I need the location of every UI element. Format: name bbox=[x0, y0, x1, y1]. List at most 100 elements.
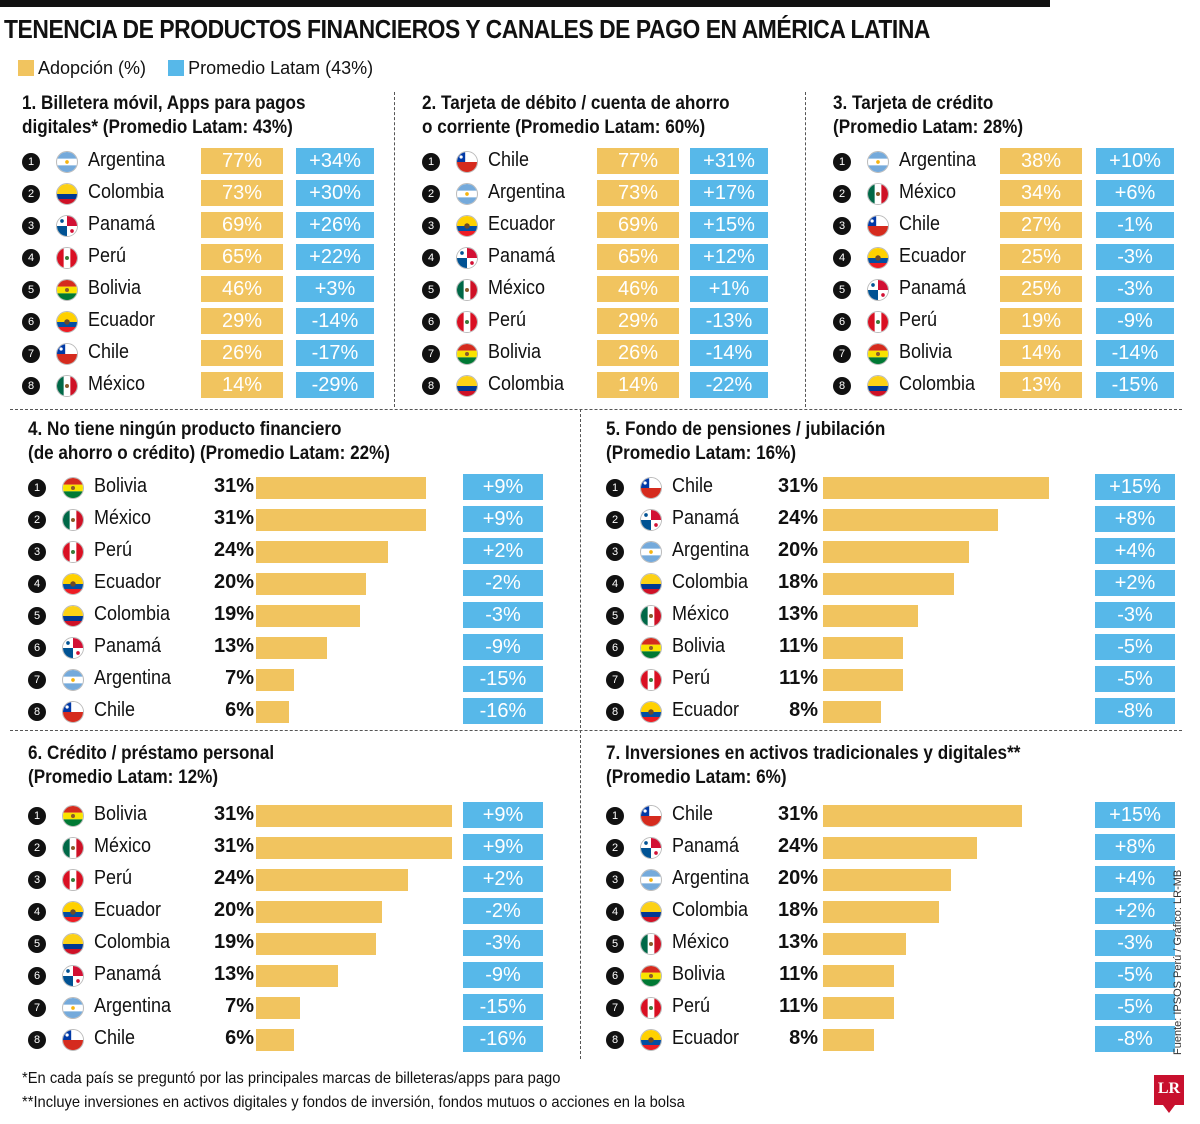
diff-vs-average: -3% bbox=[1095, 602, 1175, 628]
diff-vs-average: +2% bbox=[463, 538, 543, 564]
bar bbox=[256, 573, 366, 595]
table-row: 7 Argentina 7% -15% bbox=[28, 666, 588, 692]
country-name: Bolivia bbox=[94, 803, 148, 825]
bar bbox=[256, 509, 426, 531]
rank-badge: 3 bbox=[28, 871, 46, 889]
diff-vs-average: -17% bbox=[296, 340, 374, 366]
adoption-value: 29% bbox=[597, 308, 679, 334]
chile-flag bbox=[867, 215, 889, 237]
diff-vs-average: +26% bbox=[296, 212, 374, 238]
country-name: Colombia bbox=[488, 373, 565, 395]
bar-value-label: 6% bbox=[225, 699, 254, 721]
country-name: Ecuador bbox=[88, 309, 156, 331]
panama-flag bbox=[640, 509, 662, 531]
bar-value-label: 31% bbox=[213, 475, 254, 497]
bolivia-flag bbox=[56, 279, 78, 301]
argentina-flag bbox=[456, 183, 478, 205]
diff-vs-average: +4% bbox=[1095, 538, 1175, 564]
bolivia-flag bbox=[640, 965, 662, 987]
panel-title-line: 5. Fondo de pensiones / jubilación bbox=[606, 419, 886, 440]
argentina-flag bbox=[640, 541, 662, 563]
peru-flag bbox=[456, 311, 478, 333]
mexico-flag bbox=[640, 933, 662, 955]
rank-badge: 6 bbox=[606, 639, 624, 657]
rank-badge: 5 bbox=[606, 607, 624, 625]
footnote-1: *En cada país se preguntó por las princi… bbox=[22, 1070, 561, 1087]
bar-value-label: 31% bbox=[777, 475, 818, 497]
divider-h-2 bbox=[10, 730, 1182, 731]
table-row: 2 Colombia 73% +30% bbox=[22, 180, 582, 206]
diff-vs-average: +9% bbox=[463, 474, 543, 500]
rank-badge: 2 bbox=[833, 185, 851, 203]
panel-6-title: 6. Crédito / préstamo personal (Promedio … bbox=[28, 742, 274, 790]
panama-flag bbox=[640, 837, 662, 859]
ecuador-flag bbox=[456, 215, 478, 237]
bar bbox=[256, 805, 452, 827]
diff-vs-average: +2% bbox=[463, 866, 543, 892]
rank-badge: 1 bbox=[833, 153, 851, 171]
country-name: Perú bbox=[672, 667, 711, 689]
country-name: Chile bbox=[94, 1027, 136, 1049]
panel-3-title: 3. Tarjeta de crédito (Promedio Latam: 28… bbox=[833, 92, 1023, 140]
peru-flag bbox=[62, 541, 84, 563]
adoption-value: 65% bbox=[597, 244, 679, 270]
mexico-flag bbox=[456, 279, 478, 301]
country-name: Argentina bbox=[94, 995, 172, 1017]
mexico-flag bbox=[867, 183, 889, 205]
table-row: 6 Bolivia 11% -5% bbox=[606, 634, 1175, 660]
argentina-flag bbox=[867, 151, 889, 173]
rank-badge: 7 bbox=[422, 345, 440, 363]
table-row: 7 Argentina 7% -15% bbox=[28, 994, 588, 1020]
panama-flag bbox=[867, 279, 889, 301]
bar bbox=[823, 997, 894, 1019]
table-row: 6 Panamá 13% -9% bbox=[28, 962, 588, 988]
rank-badge: 7 bbox=[833, 345, 851, 363]
rank-badge: 4 bbox=[833, 249, 851, 267]
rank-badge: 4 bbox=[28, 575, 46, 593]
rank-badge: 5 bbox=[28, 935, 46, 953]
table-row: 3 Chile 27% -1% bbox=[833, 212, 1200, 238]
diff-vs-average: +30% bbox=[296, 180, 374, 206]
rank-badge: 4 bbox=[606, 575, 624, 593]
bar bbox=[823, 573, 954, 595]
table-row: 1 Argentina 38% +10% bbox=[833, 148, 1200, 174]
country-name: México bbox=[88, 373, 146, 395]
country-name: México bbox=[94, 835, 152, 857]
diff-vs-average: -29% bbox=[296, 372, 374, 398]
country-name: Ecuador bbox=[672, 699, 740, 721]
diff-vs-average: -2% bbox=[463, 570, 543, 596]
diff-vs-average: +34% bbox=[296, 148, 374, 174]
country-name: Perú bbox=[488, 309, 527, 331]
table-row: 5 Panamá 25% -3% bbox=[833, 276, 1200, 302]
rank-badge: 8 bbox=[606, 1031, 624, 1049]
diff-vs-average: +6% bbox=[1096, 180, 1174, 206]
adoption-value: 26% bbox=[597, 340, 679, 366]
table-row: 2 México 31% +9% bbox=[28, 834, 588, 860]
rank-badge: 1 bbox=[606, 807, 624, 825]
adoption-value: 14% bbox=[1000, 340, 1082, 366]
chile-flag bbox=[640, 805, 662, 827]
adoption-value: 73% bbox=[201, 180, 283, 206]
rank-badge: 8 bbox=[28, 1031, 46, 1049]
ecuador-flag bbox=[62, 573, 84, 595]
ecuador-flag bbox=[62, 901, 84, 923]
rank-badge: 8 bbox=[422, 377, 440, 395]
table-row: 4 Colombia 18% +2% bbox=[606, 898, 1175, 924]
source-credit: Fuente: IPSOS Perú / Gráfico: LR-MB bbox=[1172, 869, 1184, 1055]
diff-vs-average: -15% bbox=[463, 666, 543, 692]
bolivia-flag bbox=[456, 343, 478, 365]
country-name: Colombia bbox=[94, 603, 171, 625]
diff-vs-average: -5% bbox=[1095, 962, 1175, 988]
diff-vs-average: +8% bbox=[1095, 506, 1175, 532]
bar bbox=[823, 933, 906, 955]
bar bbox=[823, 637, 903, 659]
bar bbox=[256, 477, 426, 499]
diff-vs-average: +1% bbox=[690, 276, 768, 302]
panama-flag bbox=[56, 215, 78, 237]
bolivia-flag bbox=[867, 343, 889, 365]
table-row: 8 Chile 6% -16% bbox=[28, 1026, 588, 1052]
rank-badge: 6 bbox=[22, 313, 40, 331]
table-row: 3 Argentina 20% +4% bbox=[606, 866, 1175, 892]
bar-value-label: 31% bbox=[777, 803, 818, 825]
page-title: TENENCIA DE PRODUCTOS FINANCIEROS Y CANA… bbox=[4, 14, 931, 44]
